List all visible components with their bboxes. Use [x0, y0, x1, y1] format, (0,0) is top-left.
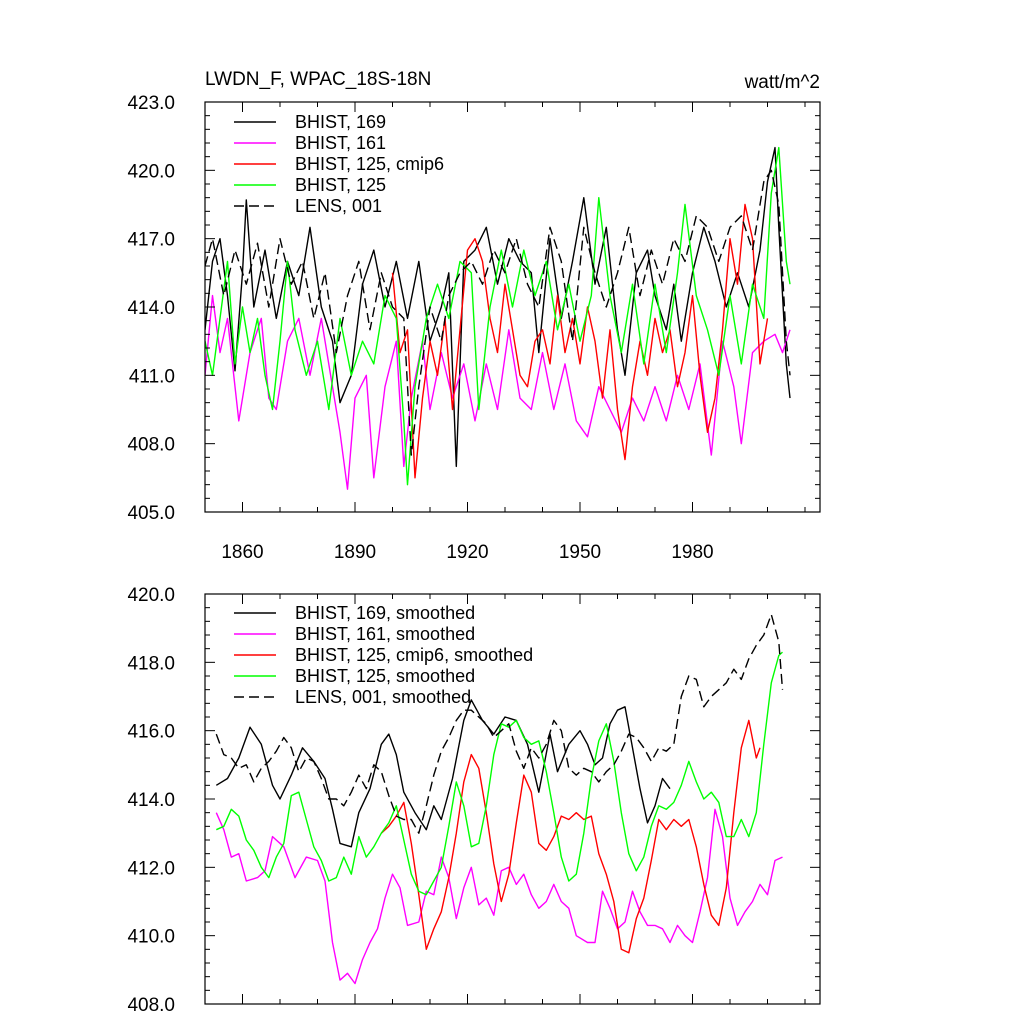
- y-tick-label: 408.0: [127, 435, 175, 456]
- y-tick-label: 408.0: [127, 995, 175, 1016]
- panel-1: LWDN_F, WPAC_18S-18N watt/m^2 405.0 408.0 41…: [127, 69, 821, 563]
- legend-label: BHIST, 169, smoothed: [295, 603, 475, 623]
- series-line-2: [205, 294, 791, 490]
- x-tick-label: 1920: [446, 542, 488, 563]
- y-tick-label: 412.0: [127, 858, 175, 879]
- y-tick-label: 410.0: [127, 927, 175, 948]
- y-tick-label: 414.0: [127, 790, 175, 811]
- x-tick-label: 1860: [221, 542, 263, 563]
- series-line-3: [380, 719, 761, 954]
- y-tick-label: 414.0: [127, 298, 175, 319]
- series-line-2: [215, 808, 783, 985]
- units-label: watt/m^2: [744, 72, 820, 93]
- y-tick-label: 420.0: [127, 585, 175, 606]
- chart-title: LWDN_F, WPAC_18S-18N: [205, 69, 431, 90]
- legend-label: BHIST, 125, cmip6, smoothed: [295, 645, 533, 665]
- y-tick-label: 411.0: [129, 366, 175, 387]
- legend-label: BHIST, 125, cmip6: [295, 154, 444, 174]
- series-line-5: [215, 613, 784, 834]
- y-tick-label: 416.0: [127, 722, 175, 743]
- legend-label: BHIST, 161: [295, 133, 386, 153]
- x-tick-label: 1950: [559, 542, 601, 563]
- series-line-3: [391, 203, 769, 479]
- panel-2: 408.0 410.0 412.0 414.0 416.0 418.0 420.0 BHIST…: [127, 585, 821, 1016]
- legend-label: LENS, 001, smoothed: [295, 687, 471, 707]
- y-tick-label: 423.0: [127, 93, 175, 114]
- legend-label: BHIST, 161, smoothed: [295, 624, 475, 644]
- legend-label: BHIST, 169: [295, 112, 386, 132]
- x-tick-label: 1980: [671, 542, 713, 563]
- series-line-1: [215, 699, 671, 848]
- series-line-4: [216, 651, 783, 896]
- y-tick-label: 417.0: [127, 230, 175, 251]
- x-tick-label: 1890: [334, 542, 376, 563]
- series-group: [205, 146, 791, 490]
- legend-label: BHIST, 125, smoothed: [295, 666, 475, 686]
- y-tick-label: 418.0: [127, 653, 175, 674]
- y-tick-label: 405.0: [127, 503, 175, 524]
- series-group: [215, 613, 784, 985]
- series-line-5: [205, 169, 791, 456]
- y-tick-label: 420.0: [127, 161, 175, 182]
- series-line-4: [205, 146, 791, 486]
- legend-label: BHIST, 125: [295, 175, 386, 195]
- legend-label: LENS, 001: [295, 196, 382, 216]
